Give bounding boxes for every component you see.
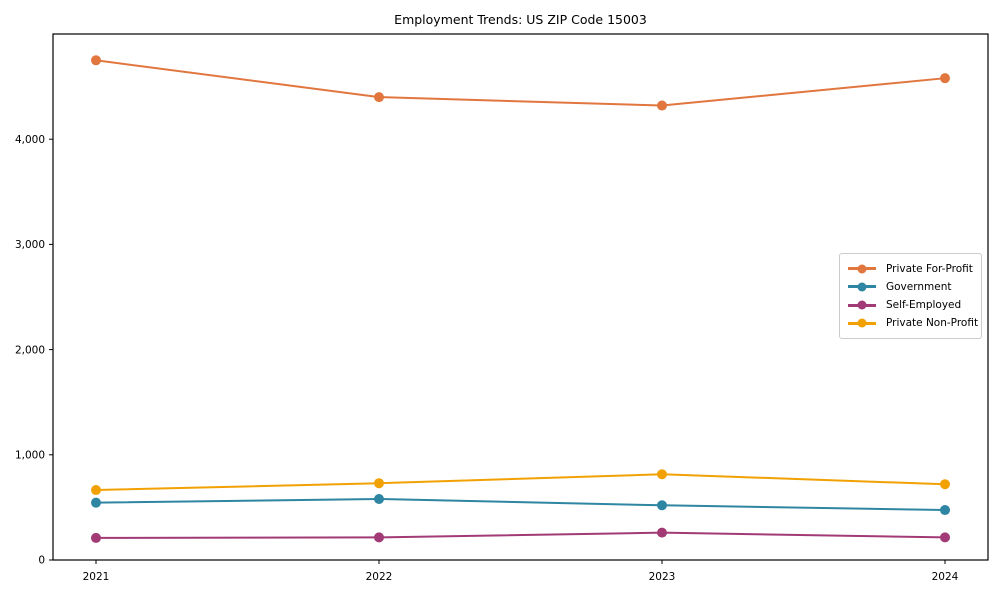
data-point-government	[657, 500, 667, 511]
data-point-private-non-profit	[374, 478, 384, 489]
legend-item-private-non-profit: Private Non-Profit	[848, 315, 978, 332]
legend-marker-icon	[848, 318, 876, 328]
axes-box	[52, 33, 989, 561]
data-point-private-non-profit	[657, 469, 667, 480]
legend-label: Private Non-Profit	[886, 317, 979, 330]
y-tick-label: 0	[38, 555, 45, 567]
x-tick-label: 2021	[83, 571, 110, 583]
data-point-government	[91, 497, 101, 508]
y-tick-label: 4,000	[15, 134, 45, 146]
legend-dot-icon	[857, 264, 867, 273]
data-point-self-employed	[940, 532, 950, 543]
x-tick-label: 2023	[649, 571, 676, 583]
legend-marker-icon	[848, 300, 876, 310]
legend-dot-icon	[857, 282, 867, 292]
legend-item-government: Government	[848, 278, 973, 295]
legend-marker-icon	[848, 264, 876, 273]
legend-dot-icon	[857, 318, 867, 328]
legend-item-private-for-profit: Private For-Profit	[848, 260, 973, 277]
legend-label: Government	[886, 280, 952, 293]
data-point-self-employed	[657, 527, 667, 538]
data-point-private-non-profit	[91, 485, 101, 496]
series-line-private-for-profit	[95, 59, 946, 107]
data-point-private-non-profit	[940, 479, 950, 490]
y-tick-label: 2,000	[15, 344, 45, 356]
data-point-government	[374, 493, 384, 504]
y-tick-label: 3,000	[15, 239, 45, 251]
data-point-self-employed	[374, 532, 384, 543]
series-line-private-non-profit	[95, 473, 946, 492]
legend-label: Self-Employed	[886, 299, 962, 312]
series-line-self-employed	[95, 531, 946, 539]
data-point-private-for-profit	[91, 55, 101, 66]
data-point-government	[940, 505, 950, 516]
x-tick-label: 2022	[366, 571, 393, 583]
data-point-private-for-profit	[374, 92, 384, 103]
data-point-self-employed	[91, 532, 101, 543]
series-line-government	[95, 497, 946, 512]
legend-dot-icon	[857, 300, 867, 310]
legend-label: Private For-Profit	[886, 262, 973, 275]
legend-marker-icon	[848, 282, 876, 292]
legend-item-self-employed: Self-Employed	[848, 297, 973, 314]
x-tick-label: 2024	[932, 571, 959, 583]
data-point-private-for-profit	[940, 73, 950, 84]
y-tick-label: 1,000	[15, 450, 45, 462]
data-point-private-for-profit	[657, 100, 667, 111]
chart-title: Employment Trends: US ZIP Code 15003	[394, 12, 647, 27]
legend: Private For-Profit Government Self-Employe…	[839, 253, 982, 339]
